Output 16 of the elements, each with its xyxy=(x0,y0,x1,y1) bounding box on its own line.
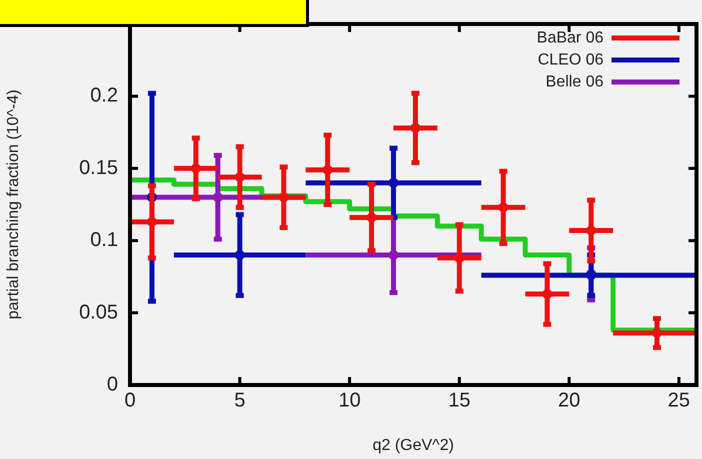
x-axis-title: q2 (GeV^2) xyxy=(372,436,454,454)
y-tick-label: 0 xyxy=(106,374,118,396)
x-tick-label: 5 xyxy=(234,390,246,412)
y-tick-label: 0.15 xyxy=(79,156,118,179)
x-tick-label: 20 xyxy=(558,390,580,412)
y-axis-title: partial branching fraction (10^-4) xyxy=(5,90,22,320)
legend-label: Belle 06 xyxy=(546,73,604,90)
x-tick-label: 25 xyxy=(668,390,690,412)
y-tick-label: 0.2 xyxy=(90,84,118,107)
legend-label: CLEO 06 xyxy=(538,51,604,68)
legend-label: BaBar 06 xyxy=(536,29,604,46)
x-tick-label: 15 xyxy=(448,390,470,412)
x-tick-label: 0 xyxy=(124,390,136,412)
x-tick-label: 10 xyxy=(338,390,361,412)
y-tick-label: 0.05 xyxy=(79,301,118,324)
y-tick-label: 0.1 xyxy=(90,229,118,252)
